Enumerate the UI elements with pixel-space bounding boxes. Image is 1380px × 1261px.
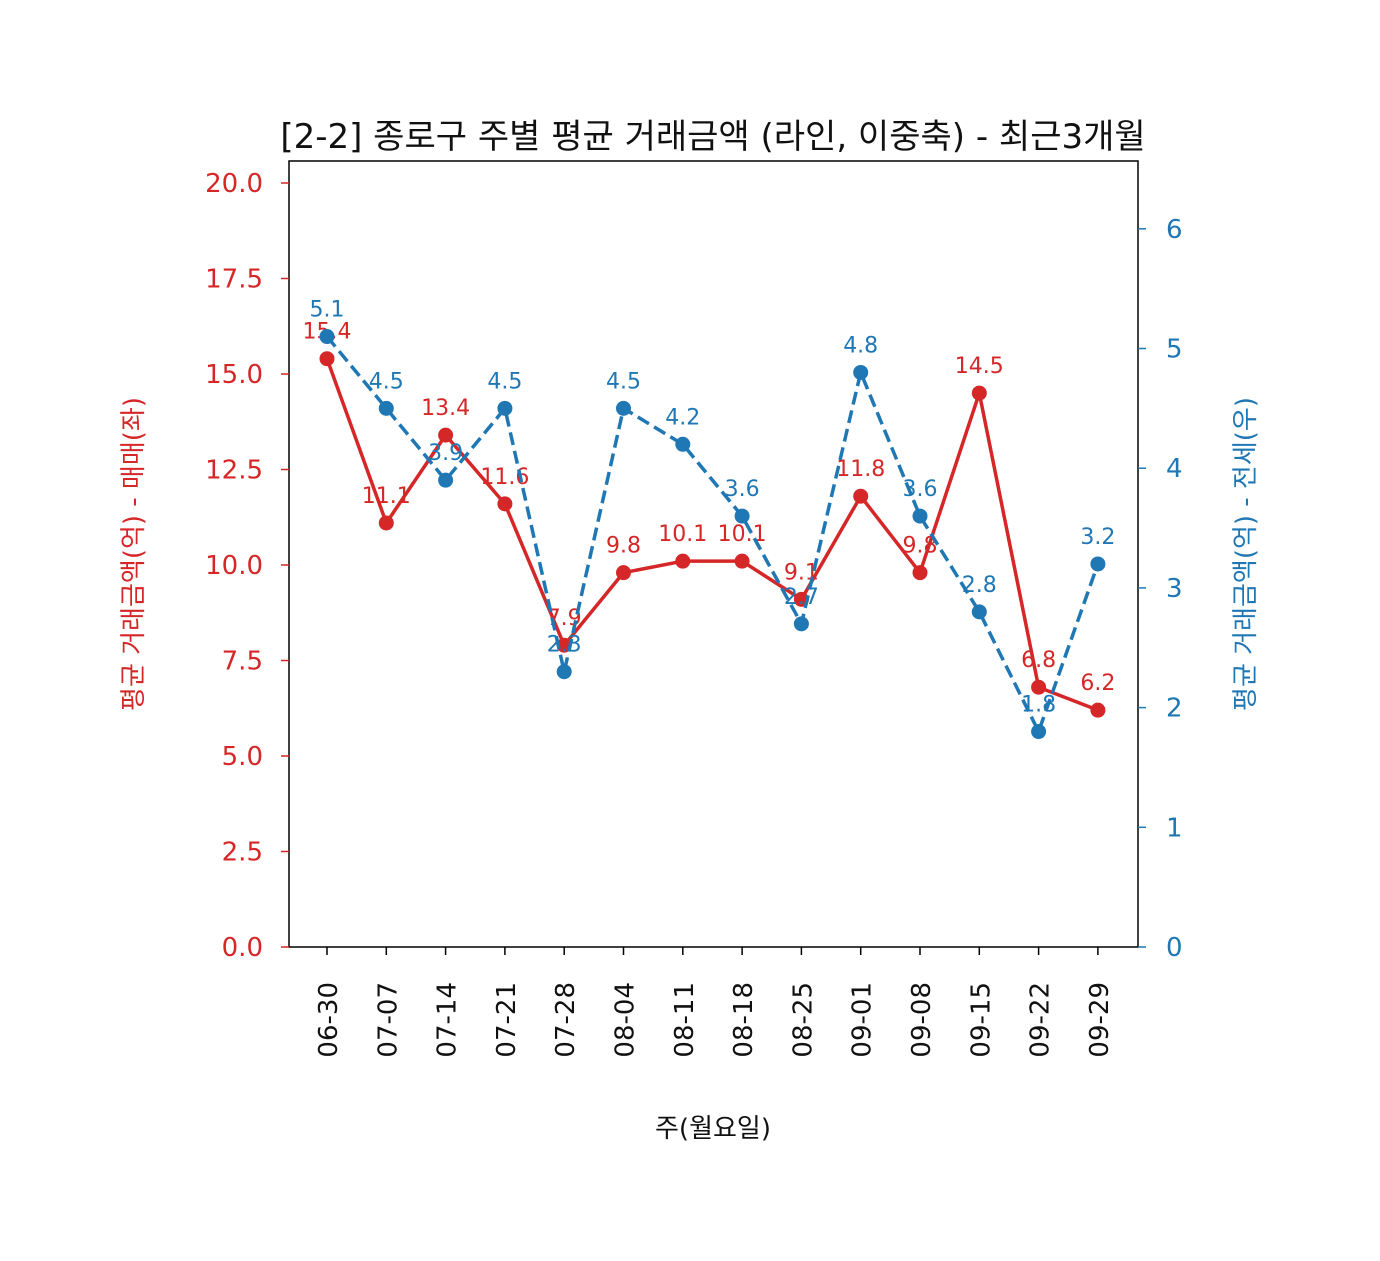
left-tick-label: 2.5: [222, 838, 263, 868]
left-tick-label: 7.5: [222, 647, 263, 677]
data-point-right: [675, 436, 691, 452]
data-label-left: 14.5: [955, 354, 1004, 379]
y-axis-left-label: 평균 거래금액(억) - 매매(좌): [119, 397, 149, 711]
right-tick-label: 3: [1166, 574, 1183, 604]
data-label-right: 2.7: [784, 585, 819, 610]
right-axis: 0 1 2 3 4 5 6: [1138, 215, 1183, 963]
data-point-left: [497, 496, 513, 512]
data-point-left: [1090, 702, 1106, 718]
x-axis: 06-30 07-07 07-14 07-21 07-28 08-04 08-11 08-18…: [314, 947, 1115, 1058]
data-label-right: 5.1: [310, 298, 345, 323]
x-tick-label: 08-11: [670, 982, 700, 1058]
data-point-left: [378, 515, 394, 531]
data-label-right: 3.2: [1080, 525, 1115, 550]
left-tick-label: 10.0: [205, 551, 263, 581]
left-tick-label: 0.0: [222, 933, 263, 963]
data-label-left: 6.8: [1021, 648, 1056, 673]
data-label-right: 2.3: [547, 633, 582, 658]
x-tick-label: 08-18: [729, 982, 759, 1058]
x-tick-label: 09-01: [848, 982, 878, 1058]
data-point-right: [1031, 724, 1047, 740]
data-label-right: 3.9: [428, 441, 463, 466]
data-label-left: 6.2: [1080, 671, 1115, 696]
data-label-right: 2.8: [962, 573, 997, 598]
x-axis-label: 주(월요일): [655, 1114, 771, 1144]
x-tick-label: 09-29: [1085, 982, 1115, 1058]
x-tick-label: 09-08: [907, 982, 937, 1058]
data-label-right: 4.5: [487, 369, 522, 394]
x-tick-label: 07-14: [433, 982, 463, 1058]
data-label-right: 3.6: [725, 477, 760, 502]
data-point-left: [734, 553, 750, 569]
right-tick-label: 0: [1166, 933, 1183, 963]
data-label-right: 4.2: [665, 405, 700, 430]
data-point-left: [971, 385, 987, 401]
data-label-left: 10.1: [718, 522, 767, 547]
data-point-right: [378, 400, 394, 416]
plot-frame: [288, 160, 1139, 948]
data-point-right: [912, 508, 928, 524]
data-point-left: [853, 488, 869, 504]
y-axis-right-label: 평균 거래금액(억) - 전세(우): [1231, 397, 1261, 711]
data-label-right: 4.8: [843, 333, 878, 358]
left-tick-label: 12.5: [205, 456, 263, 486]
data-point-left: [616, 565, 631, 581]
x-tick-label: 06-30: [314, 982, 344, 1058]
data-point-right: [556, 664, 572, 680]
x-tick-label: 09-15: [966, 982, 996, 1058]
left-tick-label: 15.0: [205, 360, 263, 390]
left-axis: 0.0 2.5 5.0 7.5 10.0 12.5 15.0 17.5 20.0: [205, 169, 289, 963]
right-tick-label: 5: [1166, 335, 1183, 365]
data-label-left: 9.8: [606, 534, 641, 559]
left-tick-label: 17.5: [205, 265, 263, 295]
x-tick-label: 08-04: [611, 982, 641, 1058]
right-tick-label: 4: [1166, 454, 1183, 484]
data-label-left: 10.1: [658, 522, 707, 547]
data-point-left: [675, 553, 691, 569]
right-tick-label: 1: [1166, 813, 1183, 843]
series-line-left: [325, 358, 1099, 712]
data-label-right: 3.6: [903, 477, 938, 502]
data-point-left: [1031, 679, 1047, 695]
data-label-left: 9.1: [784, 560, 819, 585]
data-point-right: [853, 364, 869, 380]
chart-title: [2-2] 종로구 주별 평균 거래금액 (라인, 이중축) - 최근3개월: [280, 117, 1145, 157]
data-label-right: 4.5: [369, 369, 404, 394]
data-label-left: 11.1: [362, 484, 411, 509]
data-label-right: 1.8: [1021, 693, 1056, 718]
x-tick-label: 09-22: [1026, 982, 1056, 1058]
data-point-right: [616, 400, 631, 416]
data-point-left: [912, 565, 928, 581]
left-tick-label: 5.0: [222, 742, 263, 772]
data-point-left: [319, 351, 335, 367]
data-point-right: [319, 329, 335, 345]
x-tick-label: 08-25: [788, 982, 818, 1058]
data-point-right: [793, 616, 809, 632]
data-point-right: [1090, 556, 1106, 572]
x-tick-label: 07-07: [373, 982, 403, 1058]
series-line-right: [325, 335, 1100, 734]
right-tick-label: 2: [1166, 694, 1183, 724]
data-point-left: [438, 427, 454, 443]
data-point-right: [497, 400, 513, 416]
data-label-left: 11.8: [836, 457, 885, 482]
series-layer: 15.411.113.411.67.99.810.110.19.111.89.8…: [303, 298, 1115, 740]
right-tick-label: 6: [1166, 215, 1183, 245]
data-point-right: [438, 472, 454, 488]
x-tick-label: 07-28: [551, 982, 581, 1058]
data-label-right: 4.5: [606, 369, 641, 394]
x-tick-label: 07-21: [492, 982, 522, 1058]
data-point-right: [971, 604, 987, 620]
left-tick-label: 20.0: [205, 169, 263, 199]
data-label-left: 13.4: [421, 396, 470, 421]
data-point-right: [734, 508, 750, 524]
